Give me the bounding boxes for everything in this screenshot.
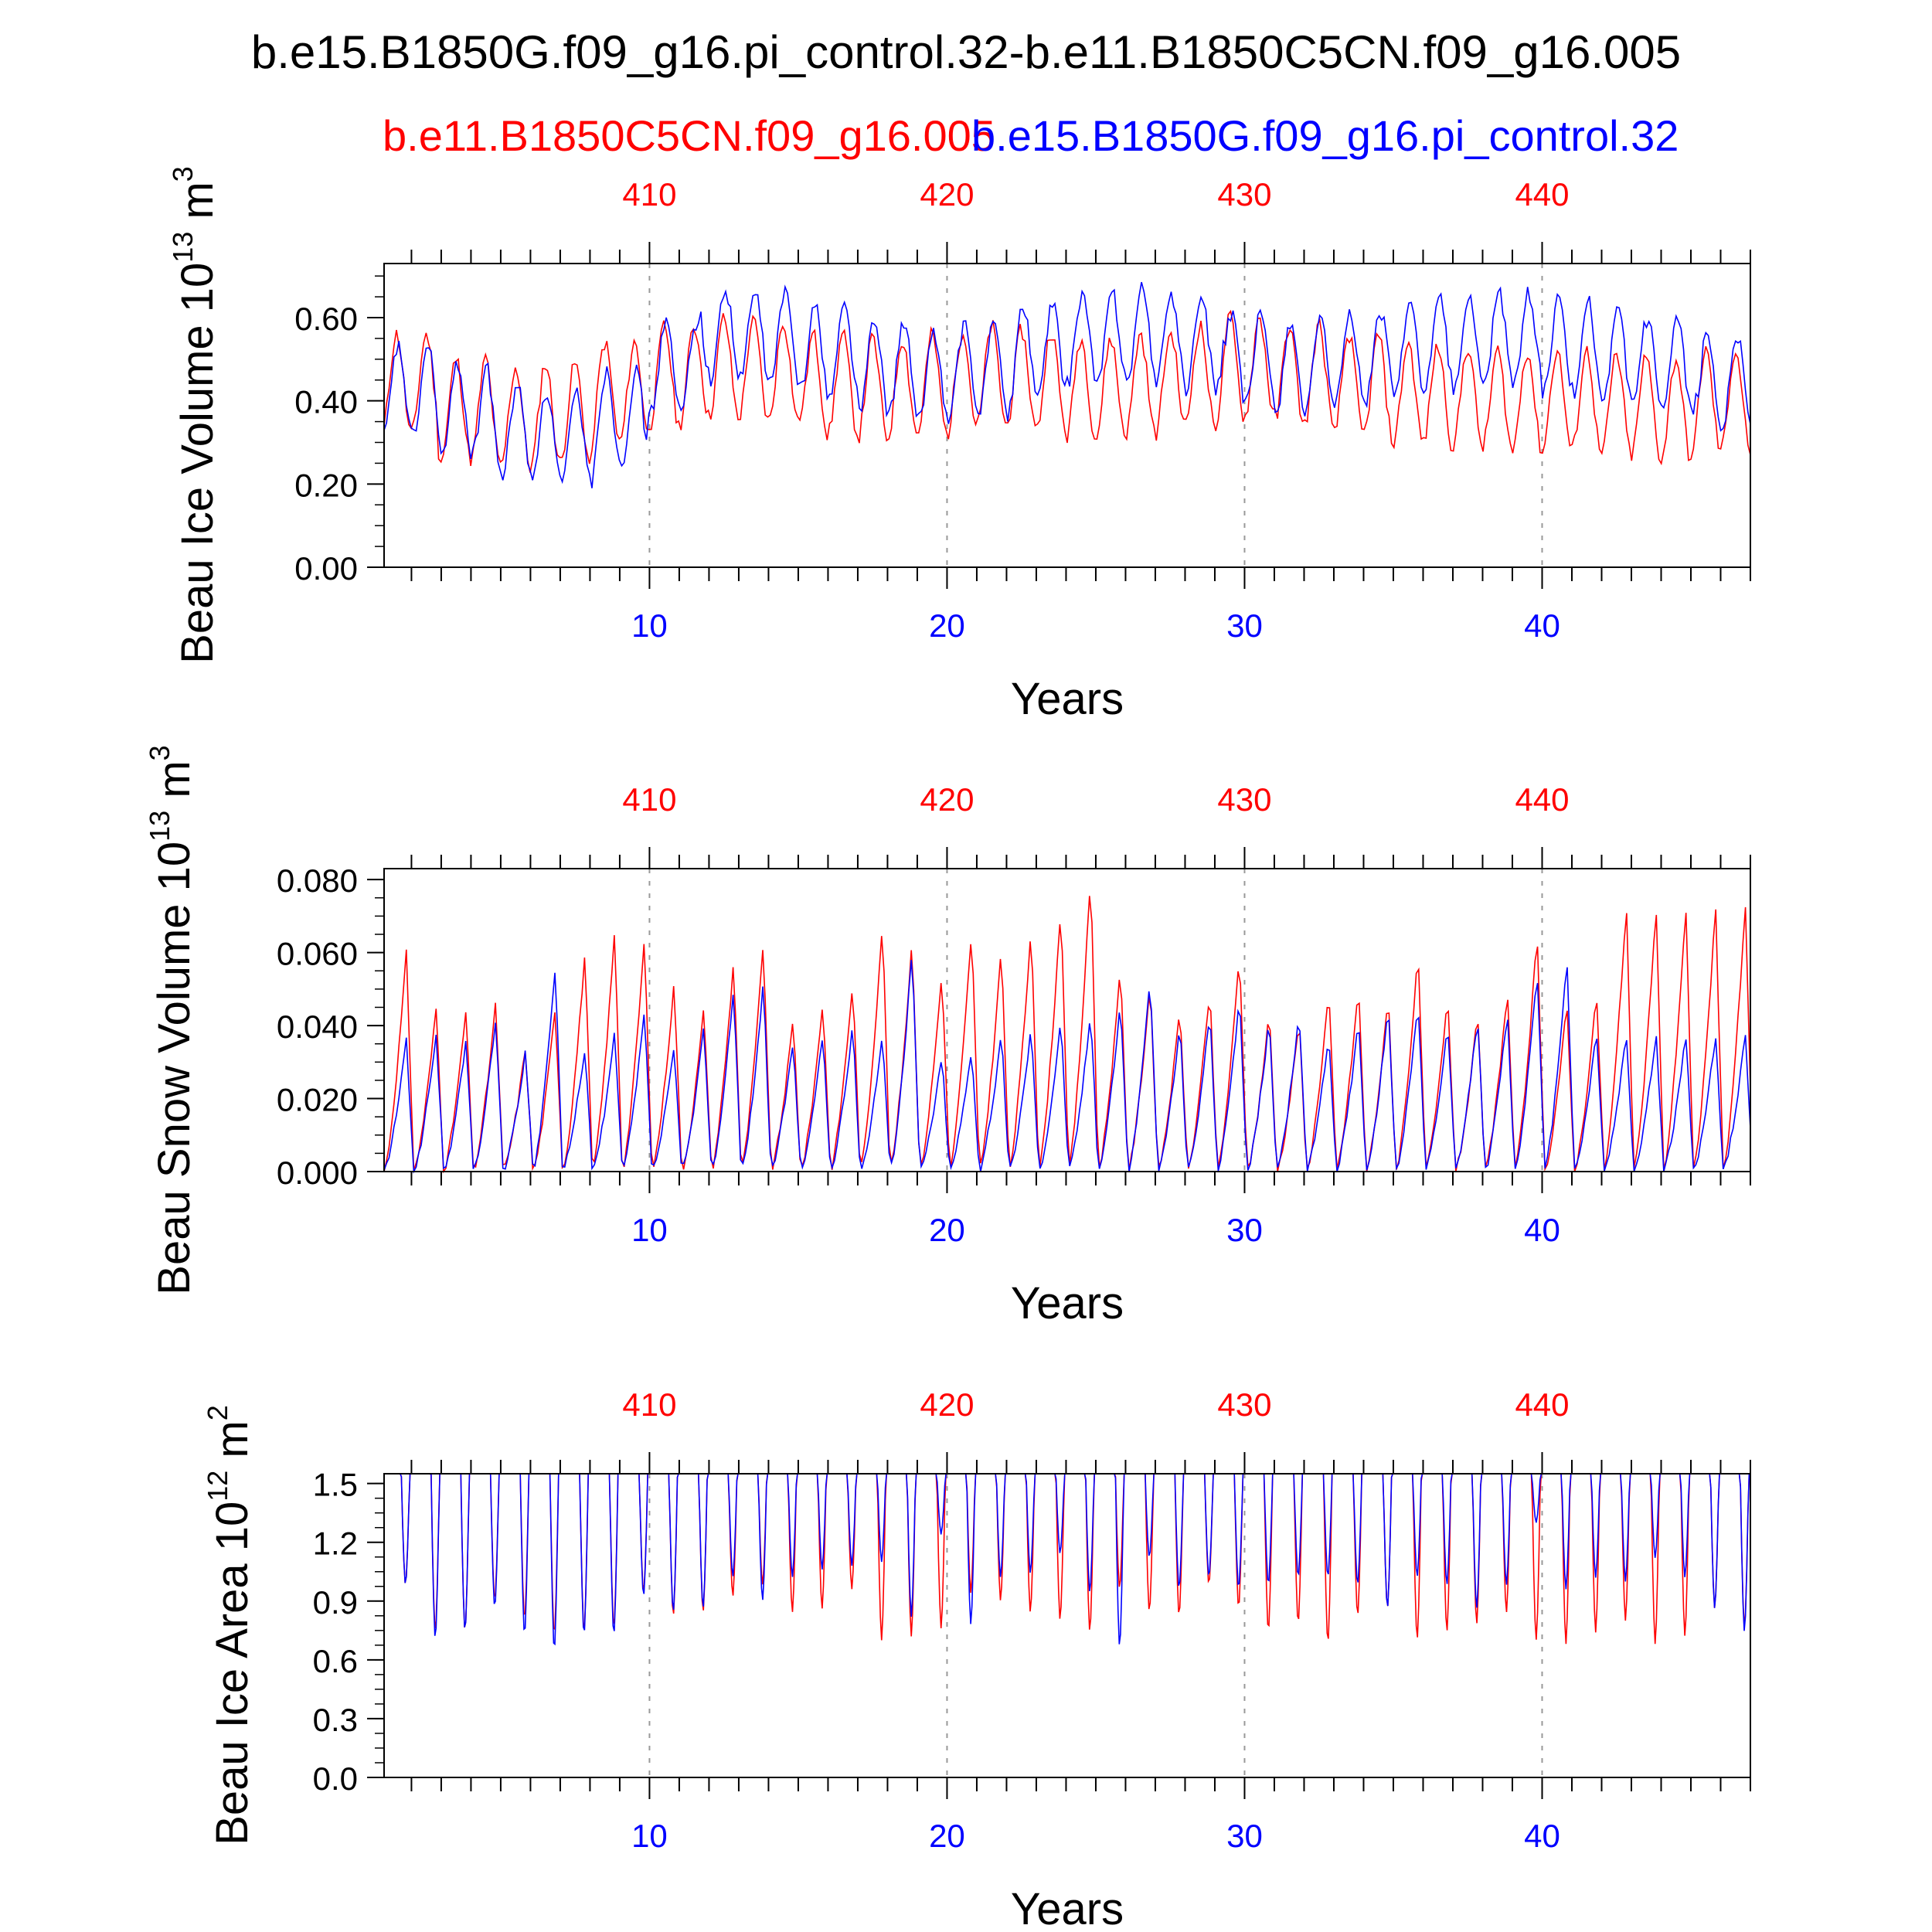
legend-blue: b.e15.B1850G.f09_g16.pi_control.32 — [971, 111, 1679, 160]
x-top-tick-label: 410 — [622, 176, 676, 213]
y-tick-label: 0.00 — [294, 550, 358, 587]
y-axis-label: Beau Snow Volume 1013 m3 — [144, 745, 199, 1294]
plot-frame — [383, 263, 1751, 568]
y-axis-label: Beau Ice Area 1012 m2 — [202, 1405, 257, 1845]
y-tick-label: 0.060 — [277, 936, 358, 972]
x-tick-label: 20 — [929, 1212, 965, 1248]
y-tick-label: 0.60 — [294, 301, 358, 337]
x-tick-label: 20 — [929, 607, 965, 644]
x-top-tick-label: 430 — [1217, 176, 1271, 213]
series-line-blue — [383, 960, 1751, 1174]
y-tick-label: 0.0 — [313, 1760, 358, 1797]
y-tick-label: 0.080 — [277, 862, 358, 899]
panel-1: 0.00 0.20 0.40 0.60 10 410 20 420 30 430 40 440 Year… — [167, 166, 1751, 724]
x-top-tick-label: 440 — [1515, 176, 1569, 213]
x-top-tick-label: 440 — [1515, 781, 1569, 818]
y-axis-label: Beau Ice Volume 1013 m3 — [167, 166, 223, 664]
y-tick-label: 0.6 — [313, 1643, 358, 1679]
plot-frame — [383, 868, 1751, 1172]
x-top-tick-label: 430 — [1217, 781, 1271, 818]
y-tick-label: 0.000 — [277, 1155, 358, 1191]
x-tick-label: 10 — [631, 1818, 668, 1854]
chart-title: b.e15.B1850G.f09_g16.pi_control.32-b.e11… — [251, 26, 1681, 78]
x-tick-label: 40 — [1524, 1818, 1560, 1854]
series-line-red — [383, 309, 1751, 473]
x-top-tick-label: 440 — [1515, 1386, 1569, 1423]
y-tick-label: 0.20 — [294, 467, 358, 503]
y-tick-label: 1.5 — [313, 1467, 358, 1503]
x-top-tick-label: 420 — [920, 781, 974, 818]
series-line-blue — [383, 281, 1751, 488]
y-tick-label: 1.2 — [313, 1526, 358, 1562]
x-tick-label: 20 — [929, 1818, 965, 1854]
plot-frame — [383, 1473, 1751, 1778]
x-top-tick-label: 410 — [622, 1386, 676, 1423]
x-tick-label: 10 — [631, 607, 668, 644]
x-top-tick-label: 410 — [622, 781, 676, 818]
y-tick-label: 0.040 — [277, 1009, 358, 1045]
series-line-red — [384, 1473, 1750, 1645]
x-tick-label: 30 — [1226, 607, 1263, 644]
panel-3: 0.0 0.3 0.6 0.9 1.2 1.5 10 410 20 420 30 430 40 440 Ye… — [202, 1386, 1751, 1932]
y-tick-label: 0.40 — [294, 384, 358, 420]
x-tick-label: 30 — [1226, 1818, 1263, 1854]
panel-2: 0.000 0.020 0.040 0.060 0.080 10 410 20 420 30 430… — [144, 745, 1751, 1328]
x-tick-label: 40 — [1524, 1212, 1560, 1248]
x-axis-label: Years — [1011, 674, 1124, 724]
x-top-tick-label: 420 — [920, 176, 974, 213]
y-tick-label: 0.3 — [313, 1702, 358, 1738]
legend-red: b.e11.B1850C5CN.f09_g16.005 — [383, 111, 995, 160]
x-tick-label: 40 — [1524, 607, 1560, 644]
y-tick-label: 0.9 — [313, 1584, 358, 1621]
x-axis-label: Years — [1011, 1278, 1124, 1328]
chart-panels: 0.00 0.20 0.40 0.60 10 410 20 420 30 430 40 440 Year… — [144, 166, 1751, 1932]
x-axis-label: Years — [1011, 1884, 1124, 1932]
x-top-tick-label: 420 — [920, 1386, 974, 1423]
series-line-blue — [384, 1473, 1750, 1646]
x-tick-label: 10 — [631, 1212, 668, 1248]
x-top-tick-label: 430 — [1217, 1386, 1271, 1423]
x-tick-label: 30 — [1226, 1212, 1263, 1248]
y-tick-label: 0.020 — [277, 1082, 358, 1118]
series-line-red — [383, 896, 1751, 1174]
